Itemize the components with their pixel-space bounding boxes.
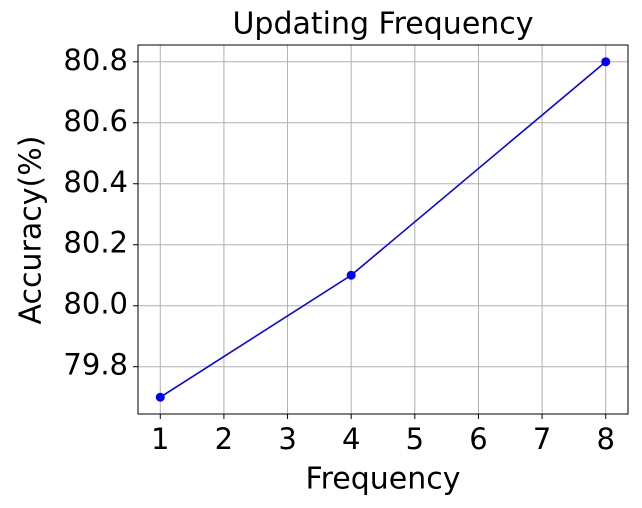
x-axis-label: Frequency xyxy=(306,462,461,497)
data-point xyxy=(601,57,611,67)
x-tick-label: 1 xyxy=(151,422,169,456)
data-line xyxy=(159,61,607,398)
data-point xyxy=(346,270,356,280)
data-point xyxy=(155,392,165,402)
x-tick-label: 8 xyxy=(597,422,615,456)
y-tick-label: 79.8 xyxy=(63,348,128,382)
y-tick-label: 80.8 xyxy=(63,43,128,77)
y-tick-label: 80.0 xyxy=(63,287,128,321)
y-axis-label: Accuracy(%) xyxy=(14,136,49,325)
y-tick-label: 80.2 xyxy=(63,226,128,260)
x-tick-label: 5 xyxy=(406,422,424,456)
y-tick-label: 80.6 xyxy=(63,104,128,138)
x-tick-label: 3 xyxy=(278,422,296,456)
plot-frame xyxy=(137,44,629,415)
x-tick-label: 4 xyxy=(342,422,360,456)
x-tick-label: 2 xyxy=(215,422,233,456)
x-tick-label: 7 xyxy=(533,422,551,456)
x-tick-label: 6 xyxy=(469,422,487,456)
chart-title: Updating Frequency xyxy=(232,7,533,42)
y-tick-label: 80.4 xyxy=(63,165,128,199)
